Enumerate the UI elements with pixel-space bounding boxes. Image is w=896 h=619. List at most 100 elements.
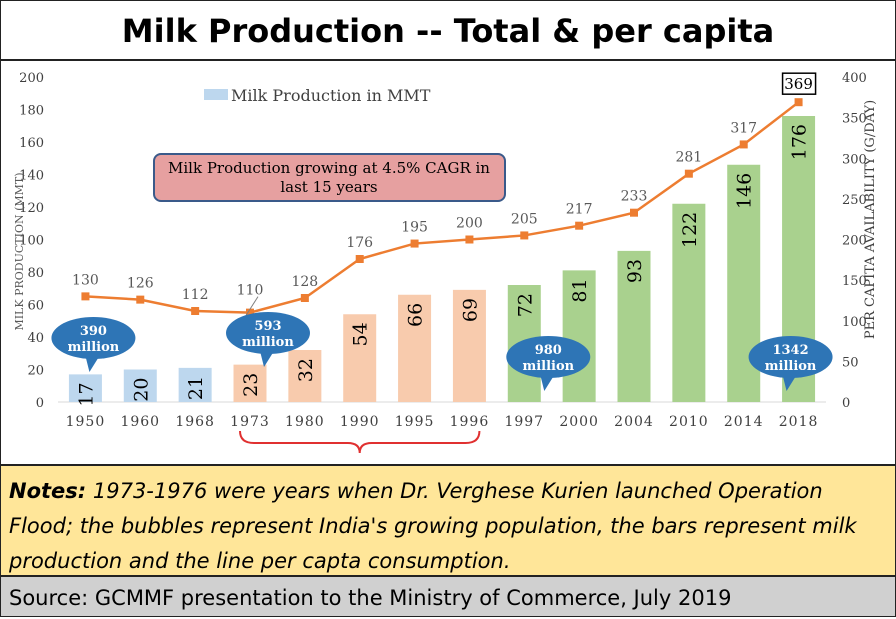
- bar-1980: [288, 350, 322, 402]
- left-tick-label: 60: [27, 299, 44, 314]
- left-tick-label: 100: [19, 234, 44, 249]
- bar-value-label: 54: [350, 322, 372, 346]
- x-tick-label: 1980: [285, 414, 325, 430]
- x-tick-label: 2010: [669, 414, 709, 430]
- line-point-1990: [355, 255, 364, 263]
- line-point-2004: [630, 208, 638, 217]
- highlight-value-box: [781, 72, 817, 95]
- right-tick-label: 400: [842, 71, 867, 86]
- combo-chart: 0204060801001201401601802000501001502002…: [13, 71, 878, 454]
- line-value-label: 217: [566, 202, 593, 218]
- bar-1950: [68, 374, 102, 402]
- right-tick-label: 350: [842, 112, 867, 127]
- left-tick-label: 200: [19, 71, 44, 86]
- left-tick-label: 0: [36, 396, 44, 411]
- x-tick-label: 1990: [340, 414, 380, 430]
- bar-value-label: 32: [295, 358, 317, 382]
- x-tick-label: 1996: [450, 414, 490, 430]
- notes-text: 1973-1976 were years when Dr. Verghese K…: [9, 479, 857, 573]
- right-tick-label: 100: [842, 315, 867, 330]
- bar-2010: [672, 203, 706, 402]
- x-tick-label: 1997: [504, 414, 544, 430]
- x-tick-label: 1995: [395, 414, 435, 430]
- line-point-1950: [81, 292, 90, 301]
- left-tick-label: 120: [19, 201, 44, 216]
- bubble-line2: million: [522, 359, 574, 374]
- bubble-line1: 593: [254, 319, 281, 334]
- bar-value-label: 23: [240, 373, 262, 397]
- right-tick-label: 50: [842, 355, 859, 370]
- bar-value-label: 66: [405, 303, 427, 327]
- line-value-label: 281: [675, 150, 702, 166]
- line-point-2000: [575, 221, 584, 230]
- source-line: Source: GCMMF presentation to the Minist…: [1, 577, 895, 616]
- left-tick-label: 80: [27, 266, 44, 281]
- population-bubble: [748, 336, 833, 378]
- period-bracket: [239, 430, 481, 454]
- line-point-1968: [191, 307, 200, 315]
- line-point-1997: [520, 231, 529, 240]
- line-value-label: 110: [237, 283, 264, 299]
- left-tick-label: 40: [27, 331, 44, 346]
- legend-label: Milk Production in MMT: [231, 86, 431, 105]
- line-value-label: 176: [346, 235, 373, 251]
- bar-value-label: 20: [130, 378, 152, 402]
- left-tick-label: 20: [27, 364, 44, 379]
- y2-axis-title: PER CAPITA AVAILABILITY (G/DAY): [863, 100, 878, 339]
- bar-value-label: 21: [185, 376, 207, 400]
- line-point-2018: [794, 98, 803, 107]
- line-value-label: 128: [291, 274, 318, 290]
- population-bubble: [51, 317, 136, 359]
- right-tick-label: 0: [842, 396, 850, 411]
- bubble-line2: million: [242, 335, 294, 350]
- per-capita-line: [85, 101, 800, 314]
- right-tick-label: 200: [842, 234, 867, 249]
- line-point-1960: [136, 295, 145, 304]
- bar-value-label: 93: [624, 259, 646, 283]
- left-tick-label: 140: [19, 169, 44, 184]
- population-bubble: [226, 312, 310, 354]
- line-point-1995: [410, 239, 419, 248]
- x-tick-label: 1968: [175, 414, 215, 430]
- y-axis-title: MILK PRODUCTION (MMT): [13, 172, 26, 330]
- bubble-pointer: [782, 375, 797, 391]
- bubble-pointer: [260, 351, 274, 367]
- right-tick-label: 250: [842, 193, 867, 208]
- left-tick-label: 160: [19, 136, 44, 151]
- x-tick-label: 1950: [66, 414, 106, 430]
- bar-value-label: 146: [734, 173, 756, 209]
- line-point-2014: [739, 140, 748, 149]
- line-value-label: 233: [621, 189, 648, 205]
- bar-1990: [343, 314, 377, 402]
- right-tick-label: 300: [842, 152, 867, 167]
- left-tick-label: 180: [19, 104, 44, 119]
- bar-value-label: 69: [459, 298, 481, 322]
- x-tick-label: 2000: [559, 414, 599, 430]
- bar-1968: [178, 367, 212, 402]
- bubble-pointer: [540, 375, 555, 391]
- x-tick-label: 2018: [779, 414, 819, 430]
- bubble-line1: 390: [80, 324, 107, 339]
- bar-1995: [398, 294, 432, 402]
- bar-1996: [452, 289, 486, 402]
- cagr-line2: last 15 years: [280, 178, 377, 196]
- line-value-label: 317: [730, 120, 757, 136]
- line-point-1996: [465, 235, 474, 244]
- bar-1960: [123, 369, 157, 402]
- right-tick-label: 150: [842, 274, 867, 289]
- x-tick-label: 1960: [120, 414, 160, 430]
- cagr-line1: Milk Production growing at 4.5% CAGR in: [168, 159, 490, 177]
- bubble-pointer: [85, 356, 100, 372]
- label-leader-line: [243, 296, 259, 319]
- bubble-line2: million: [765, 359, 817, 374]
- line-value-label: 112: [182, 287, 209, 303]
- line-point-2010: [684, 169, 693, 178]
- bar-value-label: 72: [514, 293, 536, 317]
- notes-box: Notes: 1973-1976 were years when Dr. Ver…: [1, 464, 895, 577]
- bar-value-label: 176: [789, 124, 811, 160]
- legend-swatch: [204, 89, 228, 100]
- line-value-label: 200: [456, 216, 483, 232]
- cagr-callout: [153, 153, 506, 202]
- notes-label: Notes:: [9, 479, 87, 503]
